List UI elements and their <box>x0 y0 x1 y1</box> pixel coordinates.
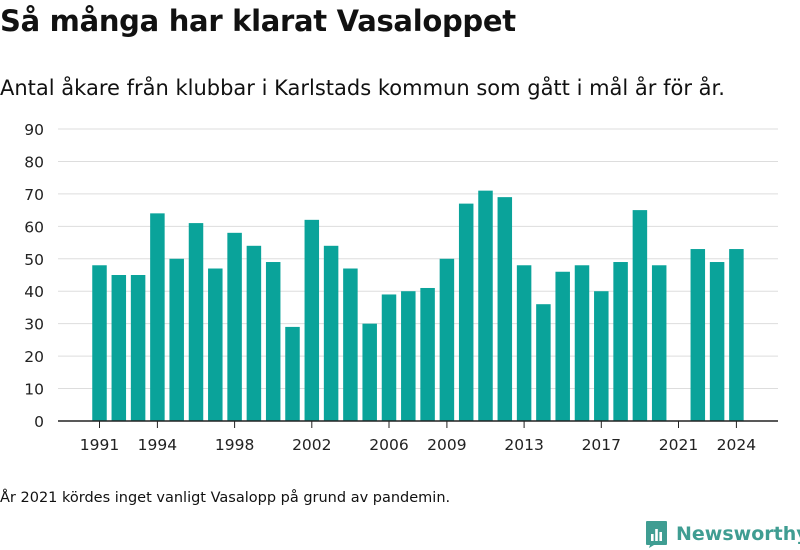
y-tick-label: 70 <box>24 186 44 204</box>
bar-2006 <box>381 294 397 421</box>
bar-1993 <box>130 275 146 421</box>
x-tick-label: 2006 <box>369 436 408 454</box>
x-tick-label: 1998 <box>215 436 254 454</box>
bar-2011 <box>478 190 493 421</box>
bar-2003 <box>323 245 339 421</box>
bar-2015 <box>555 271 570 421</box>
bar-2002 <box>304 219 320 421</box>
bar-2001 <box>285 326 300 421</box>
y-tick-label: 0 <box>34 413 44 431</box>
bar-2007 <box>401 291 416 421</box>
bar-2012 <box>497 197 513 421</box>
x-tick-label: 2017 <box>582 436 621 454</box>
bar-2013 <box>516 265 532 421</box>
x-tick-label: 2009 <box>427 436 466 454</box>
bar-2008 <box>420 287 435 421</box>
gridlines <box>58 128 778 390</box>
x-tick-label: 2024 <box>717 436 756 454</box>
bar-1992 <box>111 275 127 421</box>
bar-2024 <box>729 249 744 421</box>
y-tick-label: 60 <box>24 218 44 236</box>
x-tick-label: 1991 <box>80 436 119 454</box>
bar-1997 <box>208 268 223 421</box>
x-tick-label: 2002 <box>292 436 331 454</box>
y-tick-label: 20 <box>24 348 44 366</box>
y-tick-label: 90 <box>24 121 44 139</box>
bar-2018 <box>613 262 628 421</box>
newsworthy-logo-icon <box>646 521 667 548</box>
brand-logo: Newsworthy <box>645 519 800 549</box>
bar-2009 <box>439 258 455 421</box>
bar-2017 <box>594 291 609 421</box>
bar-2022 <box>690 249 706 421</box>
bar-2004 <box>343 268 358 421</box>
bars <box>92 190 744 421</box>
brand-name: Newsworthy <box>676 523 800 545</box>
y-tick-label: 80 <box>24 153 44 171</box>
y-tick-label: 30 <box>24 316 44 334</box>
bar-1994 <box>150 213 165 421</box>
bar-1998 <box>227 232 242 421</box>
footnote: År 2021 kördes inget vanligt Vasalopp på… <box>0 490 451 506</box>
bar-1999 <box>246 245 262 421</box>
bar-2019 <box>632 210 648 421</box>
y-axis-ticks: 0 10 20 30 40 50 60 70 80 90 <box>24 121 44 431</box>
x-tick-label: 2013 <box>504 436 543 454</box>
x-tick-label: 1994 <box>138 436 177 454</box>
bar-2010 <box>458 203 474 421</box>
y-tick-label: 10 <box>24 381 44 399</box>
chart-title: Så många har klarat Vasaloppet <box>0 4 516 38</box>
bar-1996 <box>188 223 204 421</box>
bar-2000 <box>265 262 281 421</box>
x-tick-label: 2021 <box>659 436 698 454</box>
bar-1995 <box>169 258 184 421</box>
bar-2016 <box>574 265 590 421</box>
bar-2005 <box>362 323 377 421</box>
y-tick-label: 40 <box>24 283 44 301</box>
bar-2020 <box>651 265 667 421</box>
chart-subtitle: Antal åkare från klubbar i Karlstads kom… <box>0 76 725 100</box>
x-axis-ticks: 1991 1994 1998 2002 2006 2009 2013 2017 2021 2024 <box>80 421 756 454</box>
bar-1991 <box>92 265 107 421</box>
bar-2014 <box>536 304 551 421</box>
bar-chart: 0 10 20 30 40 50 60 70 80 90 1991 1994 1998 2002 2006… <box>24 121 778 454</box>
bar-2023 <box>709 262 725 421</box>
y-tick-label: 50 <box>24 251 44 269</box>
